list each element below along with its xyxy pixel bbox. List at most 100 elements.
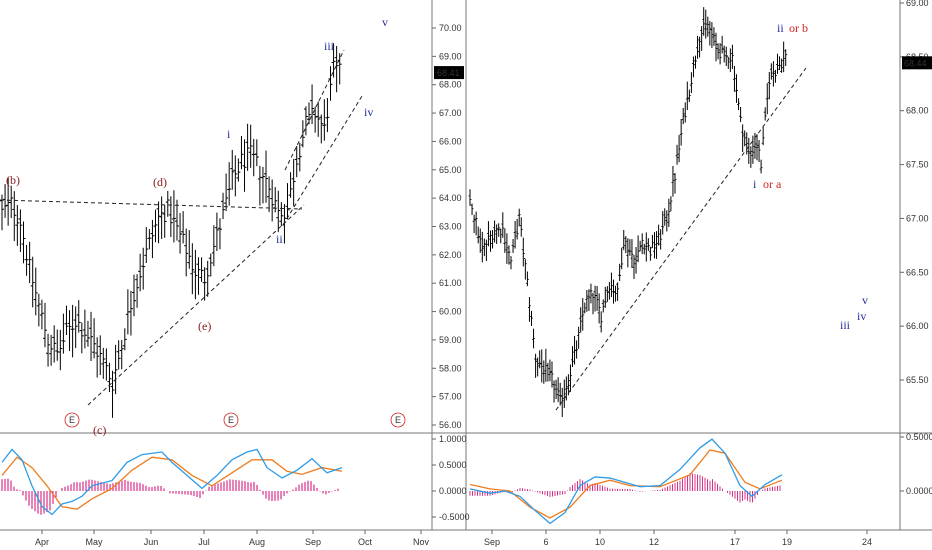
ohlc-bar [202,267,207,301]
y-tick-label: 63.00 [439,222,462,232]
ohlc-bar [316,101,321,137]
ohlc-bar [761,126,765,146]
ohlc-bar [683,102,687,123]
y-tick-label: 67.50 [906,160,929,170]
ohlc-bar [3,184,8,218]
ohlc-bar [536,357,540,377]
ohlc-bar [546,362,550,382]
ohlc-bar [331,43,336,78]
ohlc-bar [12,191,17,242]
x-tick-label: Sep [484,537,500,547]
ohlc-bar [141,247,146,290]
ohlc-bar [174,199,179,241]
ohlc-bar [640,233,644,255]
x-tick-label: Apr [35,537,49,547]
signal-line [1,456,343,510]
wave-label: (b) [6,173,20,187]
ohlc-bar [745,132,749,155]
ohlc-bar [493,220,497,243]
ohlc-bar [663,208,667,226]
ohlc-bar [538,350,542,369]
ohlc-bar [601,299,605,313]
ohlc-bar [704,9,708,39]
ohlc-bar [712,27,716,46]
y-tick-label: -0.5000 [439,512,470,522]
ohlc-bar [322,99,327,141]
ohlc-bar [27,241,32,284]
ohlc-bar [470,203,474,215]
ohlc-bar [193,249,198,300]
ohlc-bar [224,173,229,212]
y-tick-label: 68.00 [906,106,929,116]
ohlc-bar [661,211,665,235]
ohlc-bar [18,209,23,252]
ohlc-bar [64,305,69,335]
ohlc-bar [659,229,663,250]
ohlc-bar [552,380,556,403]
ohlc-bar [530,310,533,326]
ohlc-bar [710,22,714,48]
ohlc-bar [571,346,574,368]
wave-label: iii [840,318,851,332]
ohlc-bar [248,124,253,168]
ohlc-bar [199,257,204,282]
ohlc-bar [245,123,250,171]
ohlc-bar [591,292,595,315]
ohlc-bar [548,359,552,382]
ohlc-bar [765,83,769,115]
ohlc-bar [67,310,72,352]
wave-label: i [227,127,231,141]
ohlc-bar [184,228,189,277]
ohlc-bar [556,377,560,403]
ohlc-bar [773,69,777,83]
y-tick-label: 0.0000 [439,486,467,496]
ohlc-bar [76,300,81,333]
ohlc-bar [687,89,691,102]
ohlc-bar [716,43,720,60]
ohlc-bar [650,234,654,249]
y-tick-label: 57.00 [439,392,462,402]
ohlc-bar [511,239,515,253]
event-marker-label: E [69,415,75,425]
event-marker-circle [390,412,406,428]
ohlc-bar [655,231,659,259]
wave-label: v [382,15,388,29]
ohlc-bar [85,320,90,347]
ohlc-bar [79,322,84,354]
ohlc-bar [495,224,499,244]
ohlc-bar [597,293,601,324]
wave-label: iii [324,39,335,53]
ohlc-bar [337,53,342,85]
ohlc-bar [101,347,106,379]
ohlc-bar [632,255,636,279]
ohlc-bar [657,224,661,246]
ohlc-bar [776,53,779,74]
ohlc-bar [310,84,315,125]
ohlc-bar [722,45,726,63]
ohlc-bar [181,211,186,244]
right-macd-panel [469,438,783,525]
ohlc-bar [698,36,702,58]
ohlc-bar [755,134,759,161]
event-marker-label: E [395,415,401,425]
ohlc-bar [288,172,293,198]
ohlc-bar [239,135,244,170]
ohlc-bar [214,212,219,252]
ohlc-bar [138,253,143,292]
ohlc-bar [503,228,507,253]
ohlc-bar [49,334,54,366]
ohlc-bar [190,243,195,295]
ohlc-bar [751,135,755,164]
ohlc-bar [696,35,700,59]
ohlc-bar [236,158,241,182]
ohlc-bar [482,238,486,257]
ohlc-bar [156,201,161,244]
ohlc-bar [24,244,29,276]
ohlc-bar [39,299,44,330]
macd-line [1,448,343,516]
ohlc-bar [21,221,26,264]
ohlc-bar [714,32,718,62]
y-tick-label: 0.0000 [906,486,932,496]
